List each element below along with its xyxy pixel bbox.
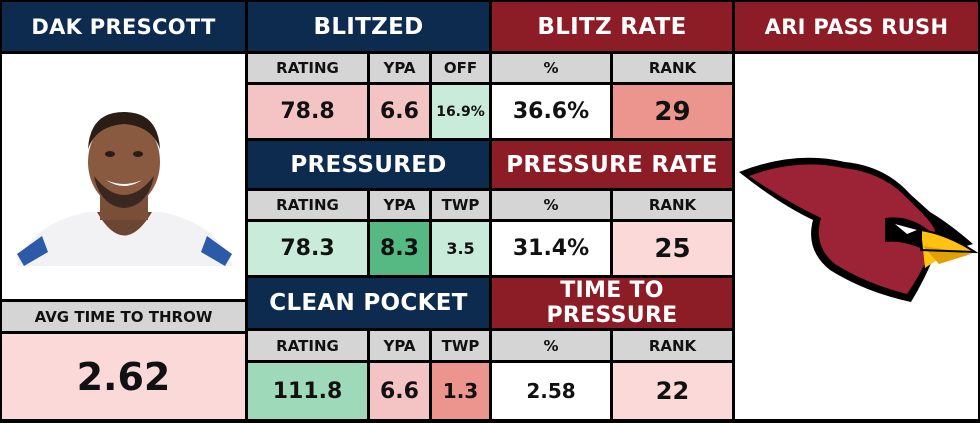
col-header-text: YPA <box>383 59 416 77</box>
section-header-blitz-rate: BLITZ RATE <box>492 2 732 51</box>
col-header-text: TWP <box>441 196 480 214</box>
stat-percent: 31.4% <box>492 222 610 275</box>
stat-percent: 2.58 <box>492 363 610 419</box>
stat-value: 25 <box>654 233 691 264</box>
section-header-clean-pocket: CLEAN POCKET <box>248 278 489 328</box>
player-headshot-icon <box>17 112 232 266</box>
col-header-percent: % <box>492 54 610 82</box>
col-header-off: OFF <box>432 54 489 82</box>
avg-time-label-text: AVG TIME TO THROW <box>34 307 213 326</box>
stat-value: 2.58 <box>526 379 576 403</box>
section-title: BLITZ RATE <box>537 13 687 40</box>
stat-value: 16.9% <box>436 103 485 120</box>
stat-twp: 3.5 <box>432 222 489 275</box>
opponent-title: ARI PASS RUSH <box>764 14 949 39</box>
col-header-text: TWP <box>441 336 480 355</box>
stat-value: 29 <box>654 96 691 127</box>
col-header-twp: TWP <box>432 331 489 360</box>
col-header-ypa: YPA <box>370 54 429 82</box>
section-header-pressure-rate: PRESSURE RATE <box>492 141 732 188</box>
col-header-rank: RANK <box>613 331 732 360</box>
stat-ypa: 6.6 <box>370 363 429 419</box>
col-header-ypa: YPA <box>370 191 429 219</box>
col-header-twp: TWP <box>432 191 489 219</box>
section-header-time-to-pressure: TIME TO PRESSURE <box>492 278 732 328</box>
avg-time-value-text: 2.62 <box>76 354 171 399</box>
stat-value: 3.5 <box>446 239 475 258</box>
stat-value: 36.6% <box>512 99 590 124</box>
stat-twp: 1.3 <box>432 363 489 419</box>
stat-rating: 111.8 <box>248 363 367 419</box>
stat-value: 78.3 <box>280 236 335 261</box>
section-title: PRESSURE RATE <box>506 151 718 178</box>
player-name: DAK PRESCOTT <box>31 14 216 39</box>
stat-rank: 22 <box>613 363 732 419</box>
col-header-rating: RATING <box>248 191 367 219</box>
col-header-text: % <box>543 336 559 355</box>
col-header-text: % <box>543 196 559 214</box>
opponent-logo-panel <box>735 54 979 419</box>
col-header-text: % <box>543 59 559 77</box>
col-header-percent: % <box>492 331 610 360</box>
player-name-header: DAK PRESCOTT <box>2 2 245 51</box>
avg-time-label: AVG TIME TO THROW <box>2 302 245 331</box>
col-header-percent: % <box>492 191 610 219</box>
stat-rank: 25 <box>613 222 732 275</box>
opponent-header: ARI PASS RUSH <box>735 2 978 51</box>
section-title: PRESSURED <box>290 151 447 178</box>
col-header-text: RANK <box>648 196 697 214</box>
col-header-rank: RANK <box>613 191 732 219</box>
section-header-blitzed: BLITZED <box>248 2 489 51</box>
stat-ypa: 8.3 <box>370 222 429 275</box>
section-title: CLEAN POCKET <box>269 290 468 316</box>
col-header-text: YPA <box>383 336 416 355</box>
stat-value: 6.6 <box>380 99 419 124</box>
col-header-text: RANK <box>648 336 697 355</box>
stat-value: 111.8 <box>272 378 343 404</box>
col-header-text: OFF <box>443 59 478 77</box>
stat-percent: 36.6% <box>492 85 610 138</box>
stat-rating: 78.3 <box>248 222 367 275</box>
section-title: TIME TO PRESSURE <box>546 278 678 328</box>
section-title: BLITZED <box>313 13 424 40</box>
stat-value: 1.3 <box>442 379 479 403</box>
section-header-pressured: PRESSURED <box>248 141 489 188</box>
col-header-rating: RATING <box>248 54 367 82</box>
stat-value: 78.8 <box>280 99 335 124</box>
cardinals-logo-icon <box>739 157 979 302</box>
stat-value: 31.4% <box>512 236 590 261</box>
col-header-ypa: YPA <box>370 331 429 360</box>
player-photo-panel <box>2 54 245 299</box>
col-header-text: RANK <box>648 59 697 77</box>
stat-rating: 78.8 <box>248 85 367 138</box>
col-header-rank: RANK <box>613 54 732 82</box>
stat-value: 22 <box>655 377 690 405</box>
stat-rank: 29 <box>613 85 732 138</box>
avg-time-value: 2.62 <box>2 334 245 419</box>
stat-value: 6.6 <box>380 378 419 404</box>
col-header-text: YPA <box>383 196 416 214</box>
col-header-text: RATING <box>276 59 339 77</box>
col-header-rating: RATING <box>248 331 367 360</box>
col-header-text: RATING <box>276 196 339 214</box>
stat-ypa: 6.6 <box>370 85 429 138</box>
stat-value: 8.3 <box>380 236 419 261</box>
col-header-text: RATING <box>276 336 339 355</box>
stat-off: 16.9% <box>432 85 489 138</box>
